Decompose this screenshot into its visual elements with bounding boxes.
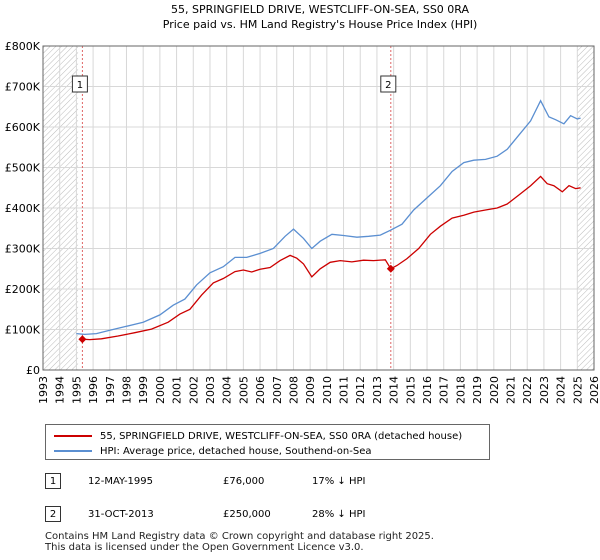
- x-tick-label: 1996: [87, 376, 100, 404]
- x-tick-label: 2006: [254, 376, 267, 404]
- legend-item-property: 55, SPRINGFIELD DRIVE, WESTCLIFF-ON-SEA,…: [54, 428, 462, 444]
- y-tick-label: £0: [26, 364, 40, 377]
- x-tick-label: 1994: [54, 376, 67, 404]
- x-tick-label: 1998: [120, 376, 133, 404]
- x-tick-label: 2008: [287, 376, 300, 404]
- series-line: [76, 99, 581, 336]
- y-tick-label: £600K: [5, 121, 41, 134]
- sale-badge: 1: [45, 473, 61, 489]
- sale-row: 1 12-MAY-1995 £76,000 17% ↓ HPI: [42, 472, 462, 492]
- x-tick-label: 1997: [104, 376, 117, 404]
- series-line: [82, 175, 581, 341]
- footer-line-2: This data is licensed under the Open Gov…: [45, 542, 364, 553]
- x-tick-label: 1999: [137, 376, 150, 404]
- x-tick-label: 2012: [354, 376, 367, 404]
- sale-label-number: 1: [77, 80, 83, 91]
- y-tick-label: £100K: [5, 324, 41, 337]
- footer-attribution: Contains HM Land Registry data © Crown c…: [45, 531, 434, 553]
- y-tick-label: £200K: [5, 283, 41, 296]
- x-tick-label: 2019: [471, 376, 484, 404]
- sale-row: 2 31-OCT-2013 £250,000 28% ↓ HPI: [42, 505, 462, 525]
- x-tick-label: 2010: [321, 376, 334, 404]
- x-tick-label: 2013: [371, 376, 384, 404]
- y-tick-label: £400K: [5, 202, 41, 215]
- sale-price: £76,000: [223, 476, 265, 487]
- x-tick-label: 2025: [571, 376, 584, 404]
- x-tick-label: 2007: [271, 376, 284, 404]
- x-tick-label: 2017: [438, 376, 451, 404]
- x-tick-label: 1995: [70, 376, 83, 404]
- sale-label-box: [71, 75, 88, 93]
- x-tick-label: 2005: [237, 376, 250, 404]
- chart-legend: 55, SPRINGFIELD DRIVE, WESTCLIFF-ON-SEA,…: [45, 424, 490, 460]
- sale-date: 31-OCT-2013: [88, 509, 154, 520]
- legend-swatch-property: [54, 435, 92, 437]
- x-tick-label: 2024: [555, 376, 568, 404]
- sale-hpi-diff: 28% ↓ HPI: [312, 509, 366, 520]
- x-tick-label: 2004: [221, 376, 234, 404]
- x-tick-label: 2000: [154, 376, 167, 404]
- x-tick-label: 2011: [338, 376, 351, 404]
- footer-line-1: Contains HM Land Registry data © Crown c…: [45, 531, 434, 542]
- x-tick-label: 2016: [421, 376, 434, 404]
- sale-marker: [78, 335, 87, 344]
- x-tick-label: 2002: [187, 376, 200, 404]
- x-tick-label: 2021: [505, 376, 518, 404]
- y-tick-label: £500K: [5, 162, 41, 175]
- sale-badge: 2: [45, 506, 61, 522]
- sale-price: £250,000: [223, 509, 271, 520]
- legend-label-property: 55, SPRINGFIELD DRIVE, WESTCLIFF-ON-SEA,…: [100, 430, 463, 442]
- sale-date: 12-MAY-1995: [88, 476, 154, 487]
- sale-label-box: [380, 75, 397, 93]
- x-tick-label: 2022: [521, 376, 534, 404]
- plot-area-border: [42, 45, 595, 371]
- x-tick-label: 2026: [588, 376, 600, 404]
- chart-subtitle: Price paid vs. HM Land Registry's House …: [163, 18, 478, 31]
- x-tick-label: 2009: [304, 376, 317, 404]
- x-tick-label: 2014: [388, 376, 401, 404]
- x-tick-label: 2018: [454, 376, 467, 404]
- legend-label-hpi: HPI: Average price, detached house, Sout…: [100, 445, 372, 457]
- x-tick-label: 2003: [204, 376, 217, 404]
- x-tick-label: 1993: [37, 376, 50, 404]
- chart-title: 55, SPRINGFIELD DRIVE, WESTCLIFF-ON-SEA,…: [171, 3, 470, 16]
- x-tick-label: 2015: [404, 376, 417, 404]
- price-chart: 55, SPRINGFIELD DRIVE, WESTCLIFF-ON-SEA,…: [5, 3, 600, 404]
- x-tick-label: 2023: [538, 376, 551, 404]
- legend-swatch-hpi: [54, 450, 92, 452]
- y-tick-label: £700K: [5, 81, 41, 94]
- legend-item-hpi: HPI: Average price, detached house, Sout…: [54, 443, 372, 459]
- x-tick-label: 2001: [171, 376, 184, 404]
- sale-label-number: 2: [385, 80, 391, 91]
- y-tick-label: £800K: [5, 40, 41, 53]
- sale-hpi-diff: 17% ↓ HPI: [312, 476, 366, 487]
- sale-marker: [386, 264, 395, 273]
- y-tick-label: £300K: [5, 243, 41, 256]
- x-tick-label: 2020: [488, 376, 501, 404]
